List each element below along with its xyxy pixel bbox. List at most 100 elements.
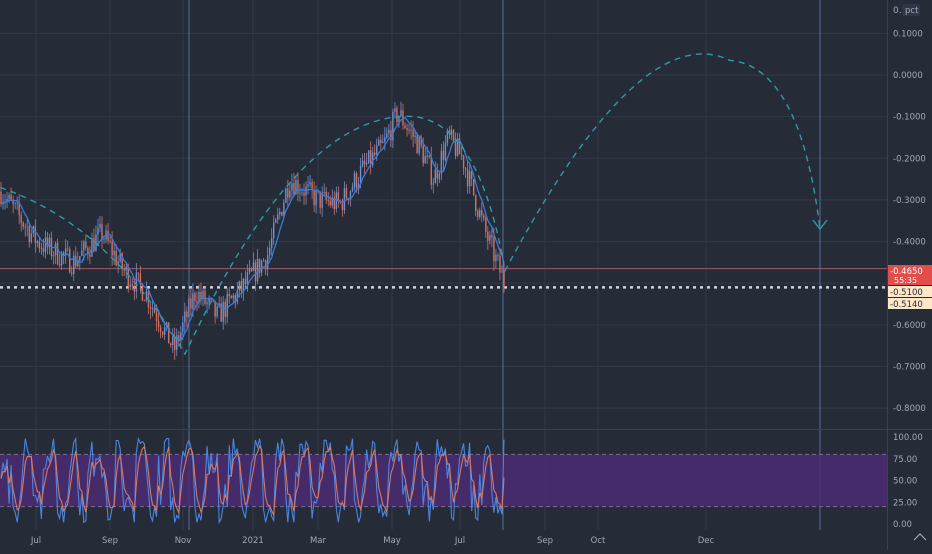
candle-body	[315, 190, 317, 206]
candle-body	[60, 252, 63, 266]
price-pane[interactable]	[0, 0, 888, 429]
candle-body	[472, 179, 475, 195]
candle-body	[232, 295, 235, 299]
candle-body	[153, 308, 156, 313]
candle-body	[157, 321, 160, 328]
time-axis-labels: Jul Sep Nov 2021 Mar May Jul Sep Oct Dec	[30, 536, 715, 546]
candle-body	[293, 183, 295, 195]
candle-body	[176, 335, 178, 350]
candle-body	[422, 145, 424, 164]
candle-body	[333, 197, 336, 210]
candle-body	[345, 188, 348, 199]
candle-body	[83, 241, 85, 251]
grid-lines	[0, 0, 888, 530]
candle-body	[367, 150, 370, 164]
candle-body	[169, 343, 172, 346]
candle-body	[89, 254, 91, 257]
unit-label[interactable]: pct	[905, 6, 919, 16]
candle-body	[456, 138, 459, 156]
candle-body	[450, 129, 453, 135]
candle-body	[22, 222, 24, 227]
candle-body	[299, 192, 301, 194]
moving-average-line	[0, 116, 505, 342]
candle-body	[432, 183, 434, 185]
oscillator-tick-label: 50.00	[893, 477, 917, 487]
unit-toggle[interactable]	[902, 4, 920, 16]
candle-body	[355, 173, 358, 189]
projection-arc[interactable]	[0, 53, 821, 356]
candle-body	[186, 311, 188, 318]
oscillator-tick-label: 25.00	[893, 498, 917, 508]
time-label: Sep	[537, 536, 553, 546]
candle-body	[452, 129, 455, 141]
time-label: 2021	[242, 536, 264, 546]
candle-body	[499, 255, 501, 273]
candle-body	[58, 263, 61, 266]
candle-body	[99, 223, 101, 228]
candle-body	[281, 211, 283, 216]
candle-body	[319, 191, 321, 208]
candle-body	[266, 255, 269, 269]
candle-body	[404, 125, 406, 129]
candle-body	[40, 248, 43, 250]
candle-body	[275, 219, 277, 223]
candle-body	[438, 173, 441, 179]
candle-body	[26, 226, 28, 228]
candle-body	[378, 139, 380, 146]
candle-body	[489, 235, 491, 241]
candle-body	[396, 108, 398, 123]
candle-body	[365, 163, 368, 165]
candle-body	[6, 198, 8, 202]
oscillator-tick-label: 0.00	[893, 520, 912, 530]
candle-body	[159, 327, 162, 332]
candle-body	[44, 237, 47, 252]
candle-body	[262, 260, 265, 262]
candle-body	[38, 241, 41, 249]
candle-body	[481, 210, 483, 216]
candle-body	[270, 238, 273, 248]
candle-body	[491, 235, 493, 238]
candle-body	[222, 302, 224, 322]
time-axis[interactable]	[0, 530, 888, 550]
candle-body	[91, 238, 93, 257]
candle-body	[18, 203, 20, 215]
candle-body	[412, 129, 414, 137]
candle-body	[416, 135, 418, 154]
candle-body	[10, 194, 12, 201]
candle-body	[363, 160, 366, 165]
candle-body	[376, 145, 378, 155]
candle-body	[226, 293, 228, 317]
candle-body	[331, 197, 333, 206]
price-axis-ticks: 0.1000 0.0000 -0.1000 -0.2000 -0.3000 -0.4000…	[893, 29, 926, 414]
candle-body	[440, 150, 443, 174]
candle-body	[250, 268, 253, 271]
candle-body	[184, 311, 186, 323]
time-label: Nov	[175, 536, 192, 546]
candle-body	[174, 336, 176, 350]
candle-body	[418, 136, 420, 154]
candle-body	[20, 214, 22, 223]
candle-body	[30, 233, 33, 242]
oscillator-d-line	[0, 444, 505, 518]
candle-body	[468, 171, 471, 187]
candle-body	[390, 129, 392, 141]
candle-body	[68, 249, 71, 273]
candle-body	[487, 231, 489, 241]
time-label: Dec	[698, 536, 715, 546]
candle-body	[79, 255, 81, 261]
candle-body	[335, 192, 338, 210]
candle-body	[115, 250, 117, 266]
candle-body	[149, 307, 152, 309]
candle-body	[117, 261, 119, 266]
candle-body	[107, 230, 109, 241]
settings-icon[interactable]	[913, 533, 927, 541]
countdown-timer: 55:35	[894, 276, 917, 285]
candle-body	[297, 180, 299, 194]
oscillator-band	[0, 454, 888, 507]
candle-body	[143, 300, 146, 302]
candle-body	[42, 248, 45, 252]
time-label: Jul	[454, 536, 465, 546]
candle-body	[279, 211, 281, 215]
candle-body	[323, 191, 325, 193]
